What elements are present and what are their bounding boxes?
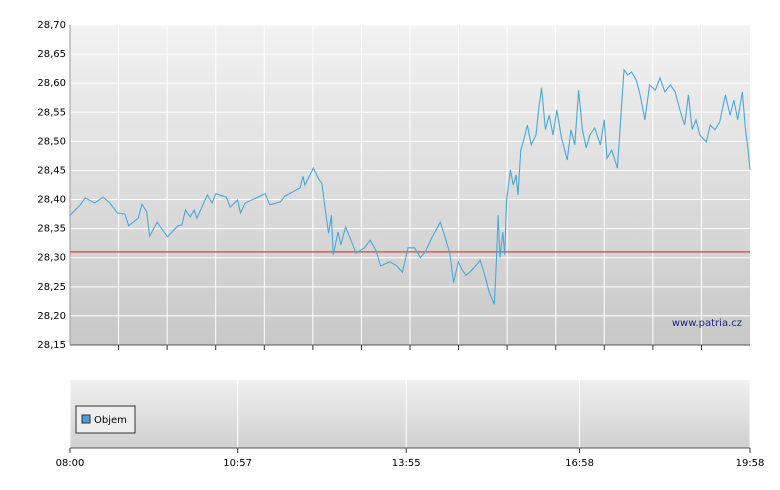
y-tick-label: 28,45: [37, 165, 66, 176]
legend-swatch: [81, 414, 91, 424]
x-tick-label: 10:57: [223, 458, 252, 469]
price-line: [69, 68, 751, 305]
y-tick-label: 28,50: [37, 136, 66, 147]
x-tick-label: 13:55: [392, 458, 421, 469]
x-tick-label: 16:58: [565, 458, 594, 469]
y-tick-label: 28,35: [37, 224, 66, 235]
watermark: www.patria.cz: [672, 318, 742, 329]
y-tick-label: 28,30: [37, 253, 66, 264]
y-tick-label: 28,25: [37, 282, 66, 293]
legend-label: Objem: [94, 415, 127, 426]
y-tick-label: 28,15: [37, 340, 66, 351]
y-tick-label: 28,40: [37, 195, 66, 206]
x-tick-label: 08:00: [56, 458, 85, 469]
y-tick-label: 28,55: [37, 107, 66, 118]
volume-area: [70, 380, 750, 448]
y-tick-label: 28,70: [37, 20, 66, 31]
y-tick-label: 28,65: [37, 49, 66, 60]
x-tick-label: 19:58: [736, 458, 765, 469]
chart-layer: 28,15 28,20 28,25 28,30 28,35 28,40 28,45 28,50…: [37, 20, 764, 469]
legend-box: [75, 405, 136, 434]
y-tick-label: 28,60: [37, 78, 66, 89]
y-tick-label: 28,20: [37, 311, 66, 322]
